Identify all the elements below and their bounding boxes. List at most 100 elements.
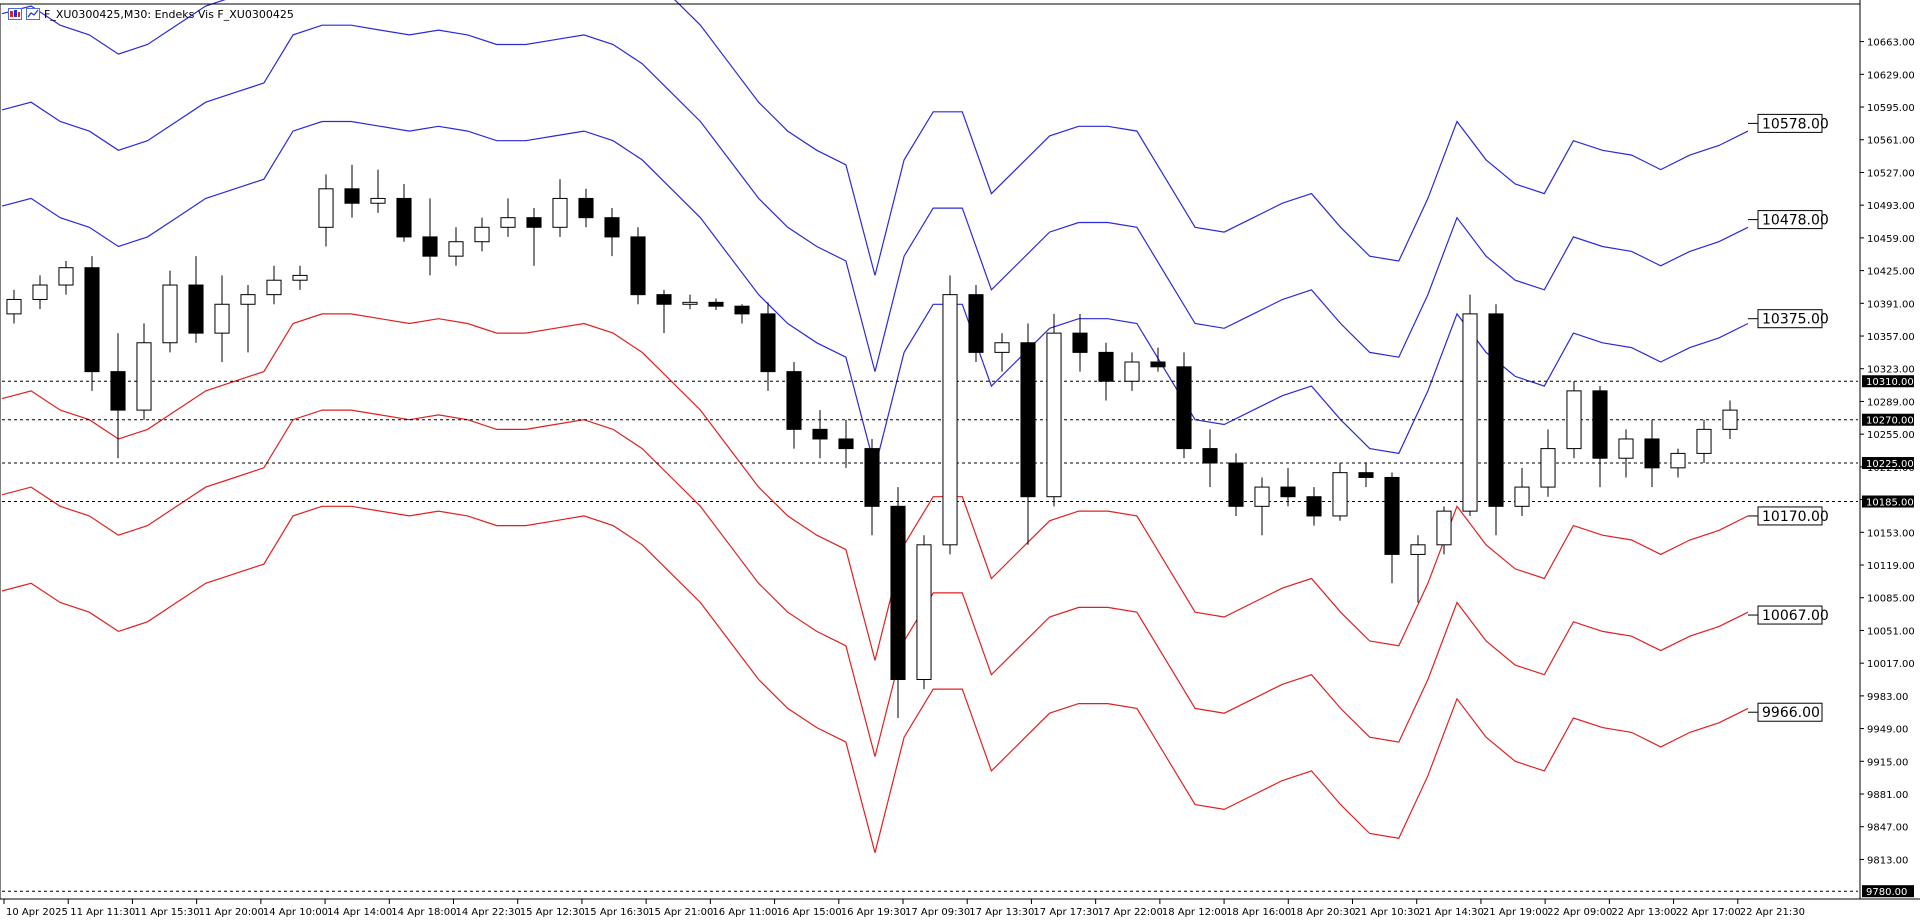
x-tick-label: 21 Apr 10:30 (1355, 907, 1420, 918)
y-tick-label: 10527.00 (1867, 168, 1915, 179)
x-tick-label: 16 Apr 11:00 (712, 907, 777, 918)
y-tick-label: 10289.00 (1867, 397, 1915, 408)
candle (1488, 304, 1504, 536)
candle (1514, 467, 1530, 516)
x-tick-label: 14 Apr 22:30 (456, 907, 521, 918)
candle (266, 265, 282, 305)
candle (1306, 487, 1322, 526)
candle (32, 275, 48, 310)
candle (994, 333, 1010, 372)
x-tick-label: 14 Apr 18:00 (391, 907, 456, 918)
x-tick-label: 17 Apr 09:30 (905, 907, 970, 918)
band-value-label: 10478.00 (1762, 213, 1829, 229)
candle (1592, 386, 1608, 488)
chart-window-icon (8, 8, 22, 20)
candle (240, 285, 256, 353)
candle (1540, 429, 1556, 497)
x-tick-label: 18 Apr 20:30 (1290, 907, 1355, 918)
candle (1462, 294, 1478, 516)
candle (1254, 477, 1270, 536)
indicator-icon (26, 8, 40, 20)
x-tick-label: 21 Apr 14:30 (1419, 907, 1484, 918)
candle (318, 174, 334, 247)
x-tick-label: 16 Apr 19:30 (841, 907, 906, 918)
candle (6, 289, 22, 324)
y-tick-label: 10119.00 (1867, 561, 1915, 572)
candle (942, 275, 958, 555)
candle (968, 285, 984, 362)
candle (1150, 347, 1166, 372)
x-tick-label: 17 Apr 13:30 (969, 907, 1034, 918)
x-tick-label: 11 Apr 20:00 (199, 907, 264, 918)
x-tick-label: 15 Apr 16:30 (584, 907, 649, 918)
y-tick-label: 10425.00 (1867, 267, 1915, 278)
y-tick-label: 9881.00 (1867, 790, 1908, 801)
candle (1384, 472, 1400, 584)
band-value-label: 10067.00 (1762, 608, 1829, 624)
candle (578, 188, 594, 228)
candle (552, 179, 568, 237)
x-tick-label: 18 Apr 16:00 (1226, 907, 1291, 918)
candle (1696, 419, 1712, 464)
candle (1670, 448, 1686, 478)
candle (162, 270, 178, 353)
x-tick-label: 21 Apr 19:00 (1483, 907, 1548, 918)
candle (110, 333, 126, 459)
x-tick-label: 15 Apr 12:30 (520, 907, 585, 918)
candle (448, 227, 464, 266)
x-tick-label: 17 Apr 22:00 (1098, 907, 1163, 918)
candle (1566, 381, 1582, 459)
candle (370, 169, 386, 213)
x-tick-label: 11 Apr 15:30 (134, 907, 199, 918)
x-tick-label: 14 Apr 14:00 (327, 907, 392, 918)
candle (214, 275, 230, 362)
candle (604, 208, 620, 257)
x-tick-label: 18 Apr 12:00 (1162, 907, 1227, 918)
y-tick-label: 10493.00 (1867, 201, 1915, 212)
chart-title: F_XU0300425,M30: Endeks Vis F_XU0300425 (44, 7, 294, 21)
x-tick-label: 11 Apr 11:30 (70, 907, 135, 918)
y-tick-label: 10629.00 (1867, 70, 1915, 81)
candle (916, 535, 932, 690)
band-value-label: 9966.00 (1762, 705, 1820, 721)
candle (1072, 313, 1088, 372)
candle (1176, 352, 1192, 459)
band-value-label: 10375.00 (1762, 312, 1829, 328)
candle (1618, 429, 1634, 478)
candle (396, 184, 412, 242)
y-tick-label: 10595.00 (1867, 103, 1915, 114)
x-tick-label: 15 Apr 21:00 (648, 907, 713, 918)
x-tick-label: 22 Apr 17:00 (1676, 907, 1741, 918)
candle (1098, 342, 1114, 401)
candle (84, 256, 100, 391)
y-tick-label: 9915.00 (1867, 757, 1908, 768)
y-tick-label: 10153.00 (1867, 528, 1915, 539)
x-tick-label: 22 Apr 09:00 (1547, 907, 1612, 918)
candle (682, 294, 698, 310)
y-tick-label: 10255.00 (1867, 430, 1915, 441)
level-label: 10270.00 (1866, 416, 1914, 427)
x-tick-label: 16 Apr 15:00 (777, 907, 842, 918)
y-tick-label: 9847.00 (1867, 823, 1908, 834)
y-tick-label: 9949.00 (1867, 725, 1908, 736)
level-label: 10225.00 (1866, 459, 1914, 470)
candle (734, 304, 750, 324)
candle (188, 256, 204, 343)
y-tick-label: 10017.00 (1867, 659, 1915, 670)
x-tick-label: 22 Apr 21:30 (1740, 907, 1805, 918)
y-tick-label: 10459.00 (1867, 234, 1915, 245)
level-label: 10310.00 (1866, 377, 1914, 388)
candle (890, 487, 906, 718)
candle (1410, 535, 1426, 603)
candle (1202, 429, 1218, 488)
candle (812, 410, 828, 459)
candle (292, 265, 308, 290)
candle (422, 198, 438, 276)
y-tick-label: 10051.00 (1867, 626, 1915, 637)
lower-band-1 (1, 313, 1749, 661)
band-value-label: 10578.00 (1762, 116, 1829, 132)
x-tick-label: 10 Apr 2025 (6, 907, 68, 918)
candle (136, 323, 152, 420)
